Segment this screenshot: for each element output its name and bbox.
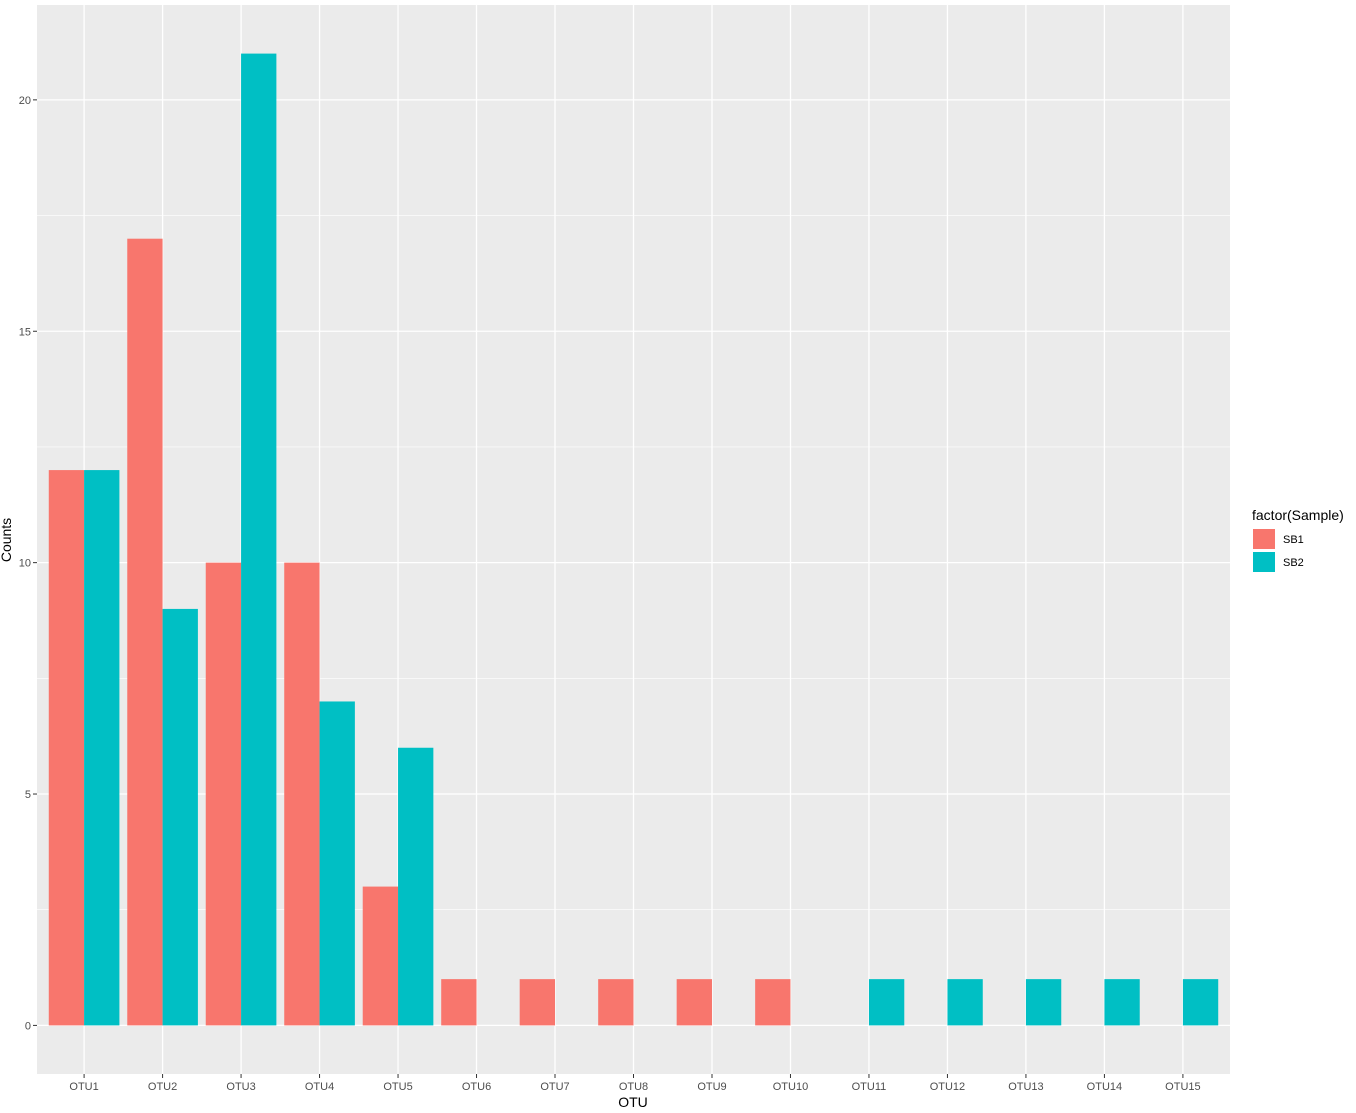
bar-sb2-otu14 <box>1104 979 1140 1026</box>
x-tick-label: OTU4 <box>305 1081 334 1093</box>
x-tick-label: OTU1 <box>69 1081 98 1093</box>
x-tick-label: OTU9 <box>697 1081 726 1093</box>
legend-label-sb2: SB2 <box>1283 557 1304 569</box>
y-tick-label: 0 <box>25 1020 31 1032</box>
bar-sb1-otu1 <box>48 470 85 1026</box>
legend-key-sb1 <box>1253 529 1275 549</box>
bar-sb2-otu13 <box>1025 979 1062 1026</box>
bar-sb1-otu2 <box>127 238 163 1026</box>
x-axis: OTU1 OTU2 OTU3 OTU4 OTU5 OTU6 OTU7 OTU8 OTU9 OTU1… <box>69 1074 1201 1093</box>
legend-title: factor(Sample) <box>1252 507 1344 523</box>
bar-sb2-otu15 <box>1182 979 1219 1026</box>
x-tick-label: OTU3 <box>226 1081 255 1093</box>
bar-sb2-otu12 <box>947 979 983 1026</box>
bar-sb2-otu5 <box>398 747 434 1026</box>
bar-sb1-otu6 <box>441 979 477 1026</box>
legend-label-sb1: SB1 <box>1283 534 1304 546</box>
x-tick-label: OTU11 <box>852 1081 887 1093</box>
x-tick-label: OTU15 <box>1165 1081 1200 1093</box>
bar-sb2-otu4 <box>319 701 355 1026</box>
y-tick-label: 20 <box>19 95 31 107</box>
x-tick-label: OTU5 <box>383 1081 412 1093</box>
x-tick-label: OTU7 <box>540 1081 569 1093</box>
x-tick-label: OTU2 <box>148 1081 177 1093</box>
x-tick-label: OTU12 <box>930 1081 965 1093</box>
y-axis-title: Counts <box>0 518 14 562</box>
y-tick-label: 5 <box>25 789 31 801</box>
bars <box>48 53 1219 1026</box>
bar-sb2-otu3 <box>241 53 277 1026</box>
y-tick-label: 15 <box>19 326 31 338</box>
y-axis: 0 5 10 15 20 <box>19 95 37 1032</box>
bar-sb1-otu4 <box>284 562 320 1026</box>
x-axis-title: OTU <box>618 1094 648 1110</box>
bar-sb1-otu3 <box>205 562 242 1026</box>
bar-sb1-otu7 <box>519 979 556 1026</box>
bar-sb1-otu8 <box>598 979 634 1026</box>
bar-sb2-otu2 <box>162 608 198 1026</box>
bar-sb1-otu5 <box>362 886 399 1026</box>
bar-sb1-otu10 <box>755 979 791 1026</box>
x-tick-label: OTU6 <box>462 1081 491 1093</box>
bar-sb2-otu11 <box>868 979 905 1026</box>
y-tick-label: 10 <box>19 558 31 570</box>
x-tick-label: OTU8 <box>619 1081 648 1093</box>
bar-sb2-otu1 <box>84 470 120 1026</box>
x-tick-label: OTU14 <box>1087 1081 1122 1093</box>
x-tick-label: OTU10 <box>773 1081 808 1093</box>
x-tick-label: OTU13 <box>1008 1081 1043 1093</box>
bar-sb1-otu9 <box>676 979 712 1026</box>
legend-key-sb2 <box>1253 552 1275 572</box>
legend: factor(Sample) SB1 SB2 <box>1252 507 1344 572</box>
